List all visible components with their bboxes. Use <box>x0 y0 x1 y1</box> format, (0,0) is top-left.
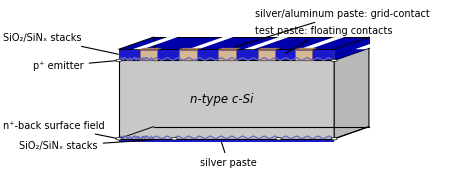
Circle shape <box>331 59 337 62</box>
Bar <box>295 50 312 60</box>
Text: silver paste: silver paste <box>200 142 256 168</box>
Polygon shape <box>140 48 162 50</box>
Polygon shape <box>258 48 280 50</box>
Text: silver/aluminum paste: grid-contact: silver/aluminum paste: grid-contact <box>235 9 430 47</box>
Bar <box>119 49 334 60</box>
Bar <box>258 50 275 60</box>
Polygon shape <box>188 37 233 49</box>
Polygon shape <box>119 48 369 60</box>
Bar <box>140 50 157 60</box>
Circle shape <box>331 138 337 140</box>
Polygon shape <box>355 37 400 49</box>
Text: n⁺-back surface field: n⁺-back surface field <box>3 121 116 138</box>
Polygon shape <box>179 48 201 50</box>
Text: SiO₂/SiNₓ stacks: SiO₂/SiNₓ stacks <box>19 140 153 151</box>
Bar <box>179 50 197 60</box>
Polygon shape <box>219 48 240 50</box>
Polygon shape <box>334 37 369 60</box>
Polygon shape <box>244 37 289 49</box>
Circle shape <box>116 138 122 140</box>
Circle shape <box>116 59 122 62</box>
Bar <box>219 50 236 60</box>
Text: p⁺ emitter: p⁺ emitter <box>33 61 116 71</box>
Polygon shape <box>334 48 369 139</box>
Bar <box>119 60 334 139</box>
Text: SiO₂/SiNₓ stacks: SiO₂/SiNₓ stacks <box>3 33 118 54</box>
Text: test paste: floating contacts: test paste: floating contacts <box>255 26 393 53</box>
Circle shape <box>275 138 282 140</box>
Circle shape <box>172 138 177 140</box>
Bar <box>119 139 334 142</box>
Polygon shape <box>300 37 345 49</box>
Polygon shape <box>133 37 178 49</box>
Polygon shape <box>119 37 369 49</box>
Text: n-type c-Si: n-type c-Si <box>190 93 254 106</box>
Polygon shape <box>295 48 317 50</box>
